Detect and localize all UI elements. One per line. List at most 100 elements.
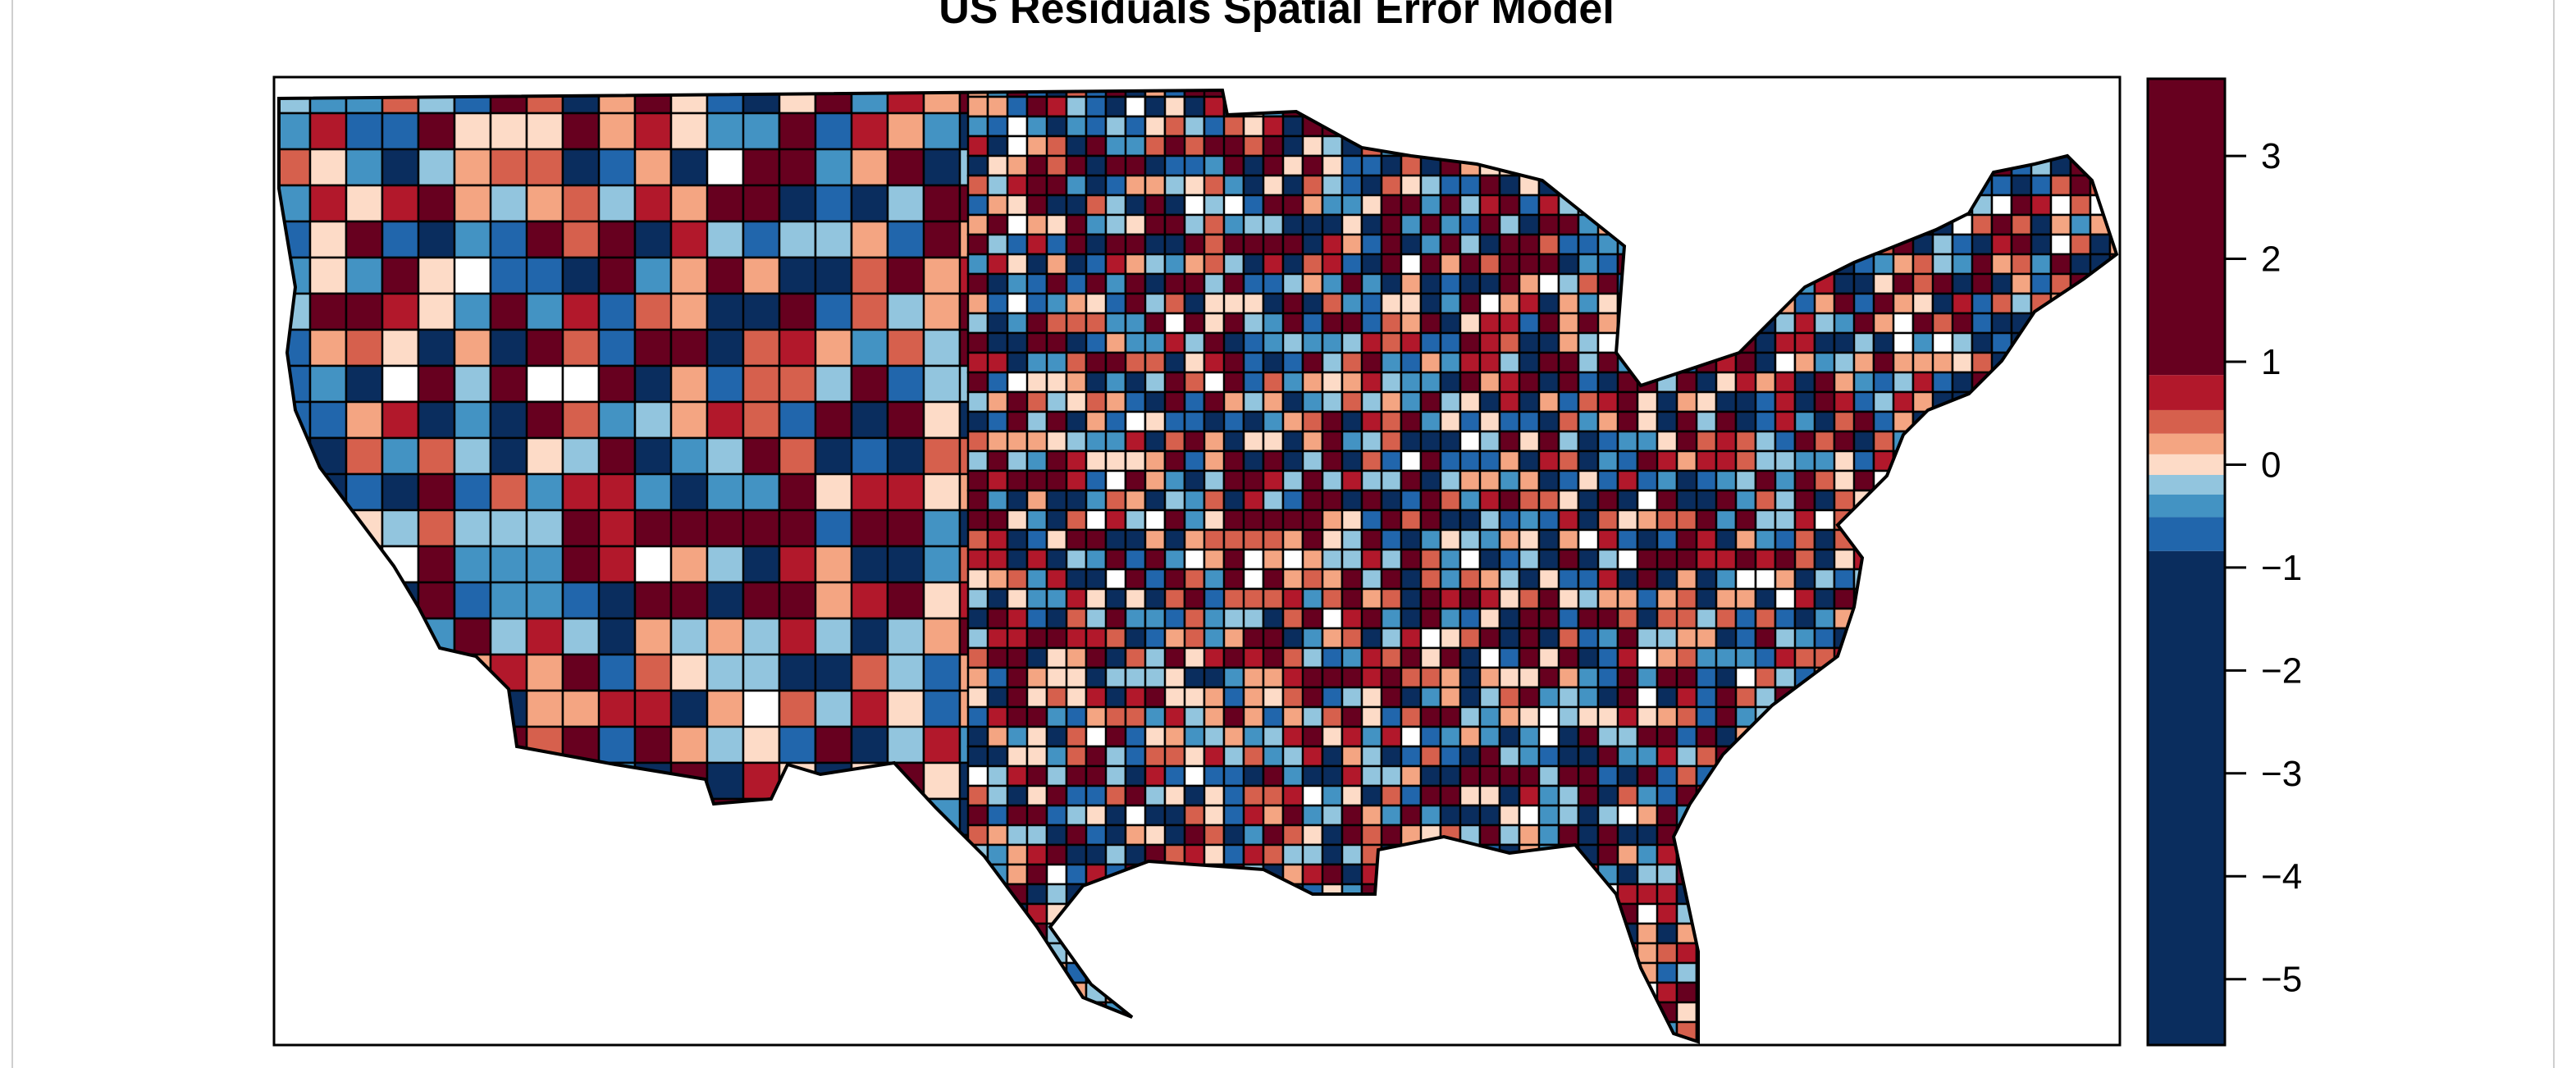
county-cell	[1380, 450, 1403, 472]
county-cell	[1281, 528, 1304, 551]
county-cell	[1281, 646, 1304, 669]
county-cell	[1025, 154, 1048, 177]
colorbar-tick-label: −1	[2261, 548, 2302, 588]
county-cell	[2130, 353, 2149, 372]
county-cell	[1537, 764, 1560, 787]
county-cell	[525, 328, 564, 367]
county-cell	[986, 213, 1009, 236]
county-cell	[742, 509, 781, 548]
county-cell	[1281, 764, 1304, 787]
county-cell	[1065, 154, 1088, 177]
county-cell	[308, 292, 348, 331]
county-cell	[1754, 568, 1777, 591]
county-cell	[1852, 331, 1875, 354]
county-cell	[778, 256, 817, 295]
county-cell	[1242, 725, 1265, 748]
county-cell	[1144, 174, 1167, 197]
county-cell	[1852, 450, 1875, 472]
county-cell	[345, 436, 384, 476]
county-cell	[1025, 174, 1048, 197]
county-cell	[1360, 213, 1383, 236]
county-cell	[1478, 312, 1501, 335]
county-cell	[1203, 272, 1226, 295]
county-cell	[561, 256, 601, 295]
county-cell	[1537, 351, 1560, 374]
county-cell	[1439, 509, 1462, 532]
county-cell	[1577, 764, 1600, 787]
county-cell	[1695, 469, 1718, 492]
county-cell	[922, 292, 961, 331]
county-cell	[922, 617, 961, 656]
county-cell	[2130, 471, 2149, 491]
county-cell	[453, 400, 492, 440]
county-cell	[886, 545, 925, 584]
county-cell	[1813, 430, 1836, 453]
county-cell	[1518, 528, 1541, 551]
county-cell	[1341, 509, 1363, 532]
county-cell	[1262, 174, 1285, 197]
county-cell	[1242, 135, 1265, 157]
county-cell	[1301, 351, 1324, 374]
county-cell	[1124, 705, 1147, 728]
county-cell	[1616, 883, 1639, 906]
county-cell	[1439, 292, 1462, 315]
county-cell	[1459, 430, 1482, 453]
county-cell	[1537, 253, 1560, 276]
county-cell	[1124, 351, 1147, 374]
county-cell	[1183, 312, 1206, 335]
county-cell	[489, 184, 528, 223]
county-cell	[1400, 272, 1423, 295]
county-cell	[2030, 194, 2053, 217]
county-cell	[1537, 430, 1560, 453]
county-cell	[966, 154, 989, 177]
county-cell	[1911, 292, 1934, 315]
county-cell	[1774, 410, 1797, 433]
county-cell	[1065, 174, 1088, 197]
county-cell	[1360, 627, 1383, 650]
county-cell	[1262, 154, 1285, 177]
county-cell	[1557, 430, 1580, 453]
county-cell	[814, 184, 853, 223]
county-cell	[1203, 725, 1226, 748]
county-cell	[850, 725, 889, 764]
county-cell	[1203, 784, 1226, 807]
county-cell	[1163, 390, 1186, 413]
county-cell	[669, 725, 709, 764]
county-cell	[1104, 390, 1127, 413]
county-cell	[1892, 312, 1915, 335]
county-cell	[706, 148, 745, 187]
county-cell	[1242, 666, 1265, 689]
county-cell	[1045, 430, 1068, 453]
county-cell	[1085, 253, 1108, 276]
county-cell	[1262, 194, 1285, 217]
county-cell	[1596, 292, 1619, 315]
county-cell	[1616, 686, 1639, 709]
colorbar-tick-label: −5	[2261, 960, 2302, 1000]
county-cell	[1518, 292, 1541, 315]
county-cell	[1596, 607, 1619, 630]
county-cell	[1537, 627, 1560, 650]
county-cell	[1675, 528, 1698, 551]
county-cell	[1498, 292, 1521, 315]
county-cell	[966, 213, 989, 236]
county-cell	[1065, 764, 1088, 787]
county-cell	[2049, 213, 2072, 236]
county-cell	[1439, 233, 1462, 256]
county-cell	[2130, 589, 2149, 609]
county-cell	[1616, 764, 1639, 787]
county-cell	[1321, 371, 1344, 394]
county-cell	[2130, 648, 2149, 668]
county-cell	[1222, 154, 1245, 177]
county-cell	[1577, 725, 1600, 748]
county-cell	[850, 292, 889, 331]
county-cell	[1222, 548, 1245, 571]
county-cell	[966, 253, 989, 276]
county-cell	[1025, 607, 1048, 630]
county-cell	[525, 472, 564, 512]
county-cell	[1104, 489, 1127, 512]
county-cell	[966, 450, 989, 472]
county-cell	[1085, 390, 1108, 413]
county-cell	[1636, 764, 1659, 787]
county-cell	[1025, 804, 1048, 827]
county-cell	[1459, 272, 1482, 295]
